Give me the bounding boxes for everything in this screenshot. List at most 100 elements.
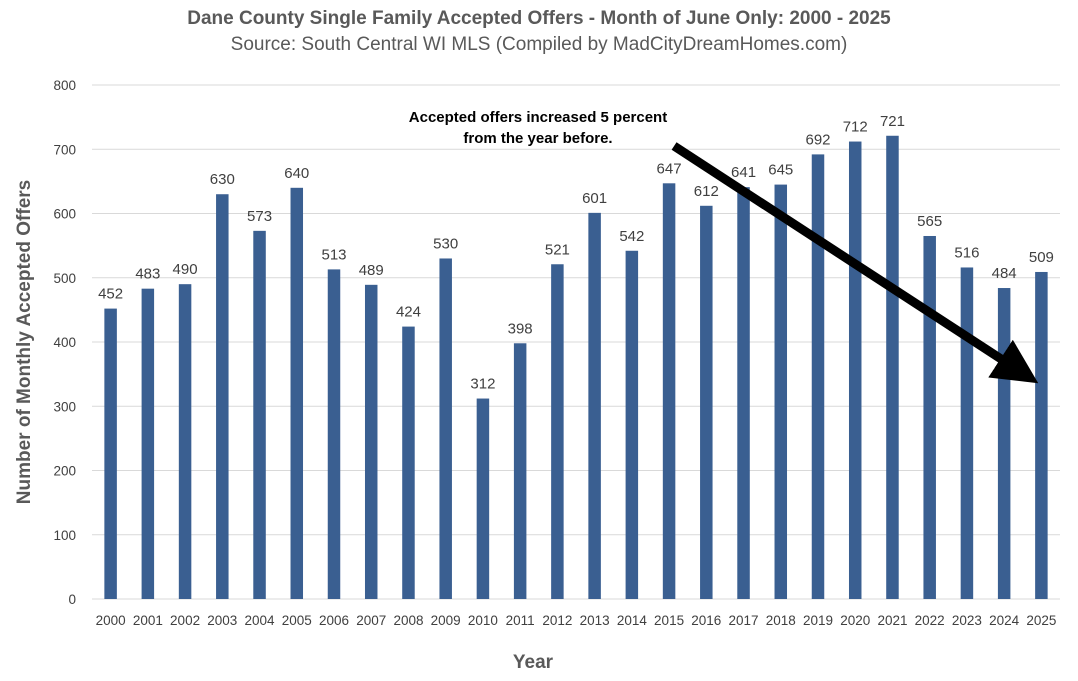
data-label-2012: 521 <box>545 241 570 258</box>
bar-2022 <box>923 235 936 600</box>
bar-2005 <box>290 187 304 600</box>
y-tick-label: 300 <box>53 399 76 414</box>
x-tick-label-2015: 2015 <box>654 613 684 628</box>
bar-2014 <box>625 250 639 599</box>
data-label-2019: 692 <box>805 131 830 148</box>
x-tick-label-2005: 2005 <box>282 613 312 628</box>
trend-arrow <box>671 142 1039 384</box>
bar-2017 <box>737 187 750 599</box>
y-tick-label: 200 <box>53 464 76 479</box>
data-label-2015: 647 <box>657 160 682 177</box>
y-tick-label: 700 <box>53 142 76 157</box>
x-tick-label-2020: 2020 <box>840 613 870 628</box>
bar-2009 <box>439 258 452 599</box>
x-tick-label-2023: 2023 <box>952 613 982 628</box>
data-label-2007: 489 <box>359 262 384 279</box>
data-label-2024: 484 <box>992 265 1017 282</box>
bar-2019 <box>811 154 825 599</box>
bar-2010 <box>476 398 490 599</box>
data-label-2022: 565 <box>917 213 942 230</box>
x-tick-label-2021: 2021 <box>877 613 907 628</box>
y-axis-title: Number of Monthly Accepted Offers <box>14 180 35 504</box>
y-tick-label: 600 <box>53 207 76 222</box>
bar-2003 <box>216 194 229 599</box>
x-tick-label-2017: 2017 <box>729 613 759 628</box>
x-tick-label-2011: 2011 <box>506 613 535 628</box>
x-tick-label-2012: 2012 <box>542 613 572 628</box>
x-tick-label-2006: 2006 <box>319 613 349 628</box>
y-tick-label: 0 <box>68 592 76 607</box>
data-label-2011: 398 <box>508 320 533 337</box>
data-label-2010: 312 <box>470 376 495 393</box>
bars <box>104 135 1048 600</box>
bar-2001 <box>141 288 155 599</box>
bar-2018 <box>774 184 788 599</box>
x-tick-label-2019: 2019 <box>803 613 833 628</box>
x-tick-label-2002: 2002 <box>170 613 200 628</box>
bar-2000 <box>104 308 117 599</box>
data-label-2005: 640 <box>284 165 309 182</box>
bar-2007 <box>364 284 378 599</box>
data-label-2003: 630 <box>210 171 235 188</box>
x-tick-label-2016: 2016 <box>691 613 721 628</box>
data-label-2009: 530 <box>433 235 458 252</box>
data-label-2000: 452 <box>98 286 123 303</box>
y-tick-label: 500 <box>53 271 76 286</box>
data-label-2025: 509 <box>1029 249 1054 266</box>
annotation-line-1: Accepted offers increased 5 percent <box>409 109 667 126</box>
x-tick-label-2001: 2001 <box>133 613 163 628</box>
bar-2024 <box>997 288 1011 599</box>
bar-2015 <box>662 183 676 600</box>
data-label-2006: 513 <box>321 246 346 263</box>
data-label-2014: 542 <box>619 228 644 245</box>
y-axis-ticks: 0 100 200 300 400 500 600 700 800 <box>53 78 76 607</box>
bar-2006 <box>327 269 341 599</box>
data-label-2008: 424 <box>396 304 421 321</box>
data-label-2020: 712 <box>843 119 868 136</box>
data-label-2017: 641 <box>731 164 756 181</box>
bar-2011 <box>513 343 527 599</box>
bar-2012 <box>551 264 564 599</box>
data-label-2013: 601 <box>582 190 607 207</box>
data-label-2004: 573 <box>247 208 272 225</box>
chart-title: Dane County Single Family Accepted Offer… <box>187 8 891 29</box>
bar-2004 <box>253 230 266 599</box>
data-label-2001: 483 <box>135 266 160 283</box>
annotation: Accepted offers increased 5 percent from… <box>409 109 1039 384</box>
x-tick-label-2024: 2024 <box>989 613 1020 628</box>
data-label-2018: 645 <box>768 162 793 179</box>
data-label-2016: 612 <box>694 183 719 200</box>
x-tick-label-2004: 2004 <box>245 613 276 628</box>
chart-subtitle: Source: South Central WI MLS (Compiled b… <box>231 34 848 55</box>
x-tick-label-2009: 2009 <box>431 613 461 628</box>
x-axis-ticks: 2000 2001 2002 2003 2004 2005 2006 2007 2008 2009… <box>96 613 1057 628</box>
bar-2013 <box>588 212 601 600</box>
x-tick-label-2022: 2022 <box>915 613 945 628</box>
bar-2020 <box>848 141 862 600</box>
bar-2023 <box>960 267 974 599</box>
data-label-2021: 721 <box>880 113 905 130</box>
gridlines <box>92 84 1060 600</box>
x-tick-label-2008: 2008 <box>393 613 423 628</box>
x-tick-label-2025: 2025 <box>1026 613 1056 628</box>
data-labels: 452 483 490 630 573 640 513 489 424 530 312 398 521 6… <box>98 113 1054 393</box>
annotation-line-2: from the year before. <box>463 130 612 147</box>
bar-2016 <box>700 205 713 600</box>
y-tick-label: 400 <box>53 335 76 350</box>
x-tick-label-2007: 2007 <box>356 613 386 628</box>
x-tick-label-2000: 2000 <box>96 613 126 628</box>
x-axis-title: Year <box>513 652 554 673</box>
bar-2025 <box>1035 271 1048 599</box>
x-tick-label-2018: 2018 <box>766 613 796 628</box>
y-tick-label: 800 <box>53 78 76 93</box>
x-tick-label-2014: 2014 <box>617 613 648 628</box>
y-tick-label: 100 <box>53 528 76 543</box>
x-tick-label-2013: 2013 <box>580 613 610 628</box>
data-label-2002: 490 <box>173 261 198 278</box>
bar-2008 <box>402 326 415 599</box>
x-tick-label-2010: 2010 <box>468 613 498 628</box>
data-label-2023: 516 <box>954 244 979 261</box>
bar-2002 <box>178 284 192 599</box>
bar-2021 <box>886 135 899 599</box>
